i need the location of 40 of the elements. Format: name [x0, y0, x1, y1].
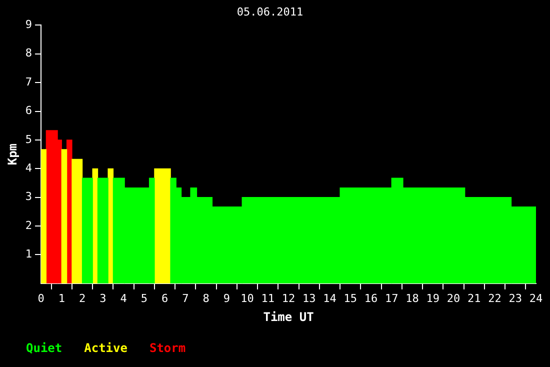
- x-tick-label: 1: [58, 292, 65, 305]
- chart-title: 05.06.2011: [236, 5, 304, 18]
- x-tick-label: 5: [140, 292, 148, 305]
- x-tick-label: 22: [488, 292, 502, 305]
- x-tick-label: 17: [385, 292, 398, 305]
- text: Quiet: [26, 341, 62, 356]
- x-tick-label: 8: [202, 292, 210, 305]
- x-tick-label: 20: [446, 292, 460, 305]
- x-tick-label: 13: [302, 292, 316, 305]
- y-tick-label: 7: [25, 75, 32, 88]
- text: Storm: [149, 341, 186, 356]
- y-tick-label: 2: [25, 218, 32, 232]
- y-tick-label: 6: [25, 104, 32, 118]
- y-tick-label: 1: [25, 248, 32, 261]
- x-tick-label: 0: [38, 292, 44, 305]
- x-tick-label: 21: [468, 292, 481, 305]
- x-tick-label: 3: [100, 292, 106, 305]
- x-axis-title: Time UT: [263, 310, 314, 324]
- x-tick-label: 19: [426, 292, 440, 305]
- x-tick-label: 24: [529, 292, 543, 305]
- x-tick-label: 23: [508, 292, 522, 305]
- x-tick-label: 16: [364, 292, 378, 305]
- x-tick-label: 2: [78, 292, 86, 305]
- x-tick-label: 4: [120, 292, 128, 305]
- y-tick-label: 8: [25, 46, 32, 60]
- x-tick-label: 6: [161, 292, 168, 305]
- x-tick-label: 15: [344, 292, 358, 305]
- x-tick-label: 12: [282, 292, 296, 305]
- x-tick-label: 10: [240, 292, 254, 305]
- x-tick-label: 18: [406, 292, 419, 305]
- y-axis-title: Kpm: [5, 143, 20, 166]
- x-tick-label: 14: [323, 292, 337, 305]
- y-tick-label: 9: [25, 18, 32, 32]
- y-tick-label: 5: [25, 132, 32, 146]
- x-tick-label: 9: [223, 292, 230, 305]
- x-tick-label: 7: [182, 292, 189, 305]
- x-tick-label: 11: [261, 292, 275, 305]
- y-tick-label: 4: [25, 162, 32, 175]
- text: Active: [84, 341, 128, 356]
- y-tick-label: 3: [25, 190, 32, 204]
